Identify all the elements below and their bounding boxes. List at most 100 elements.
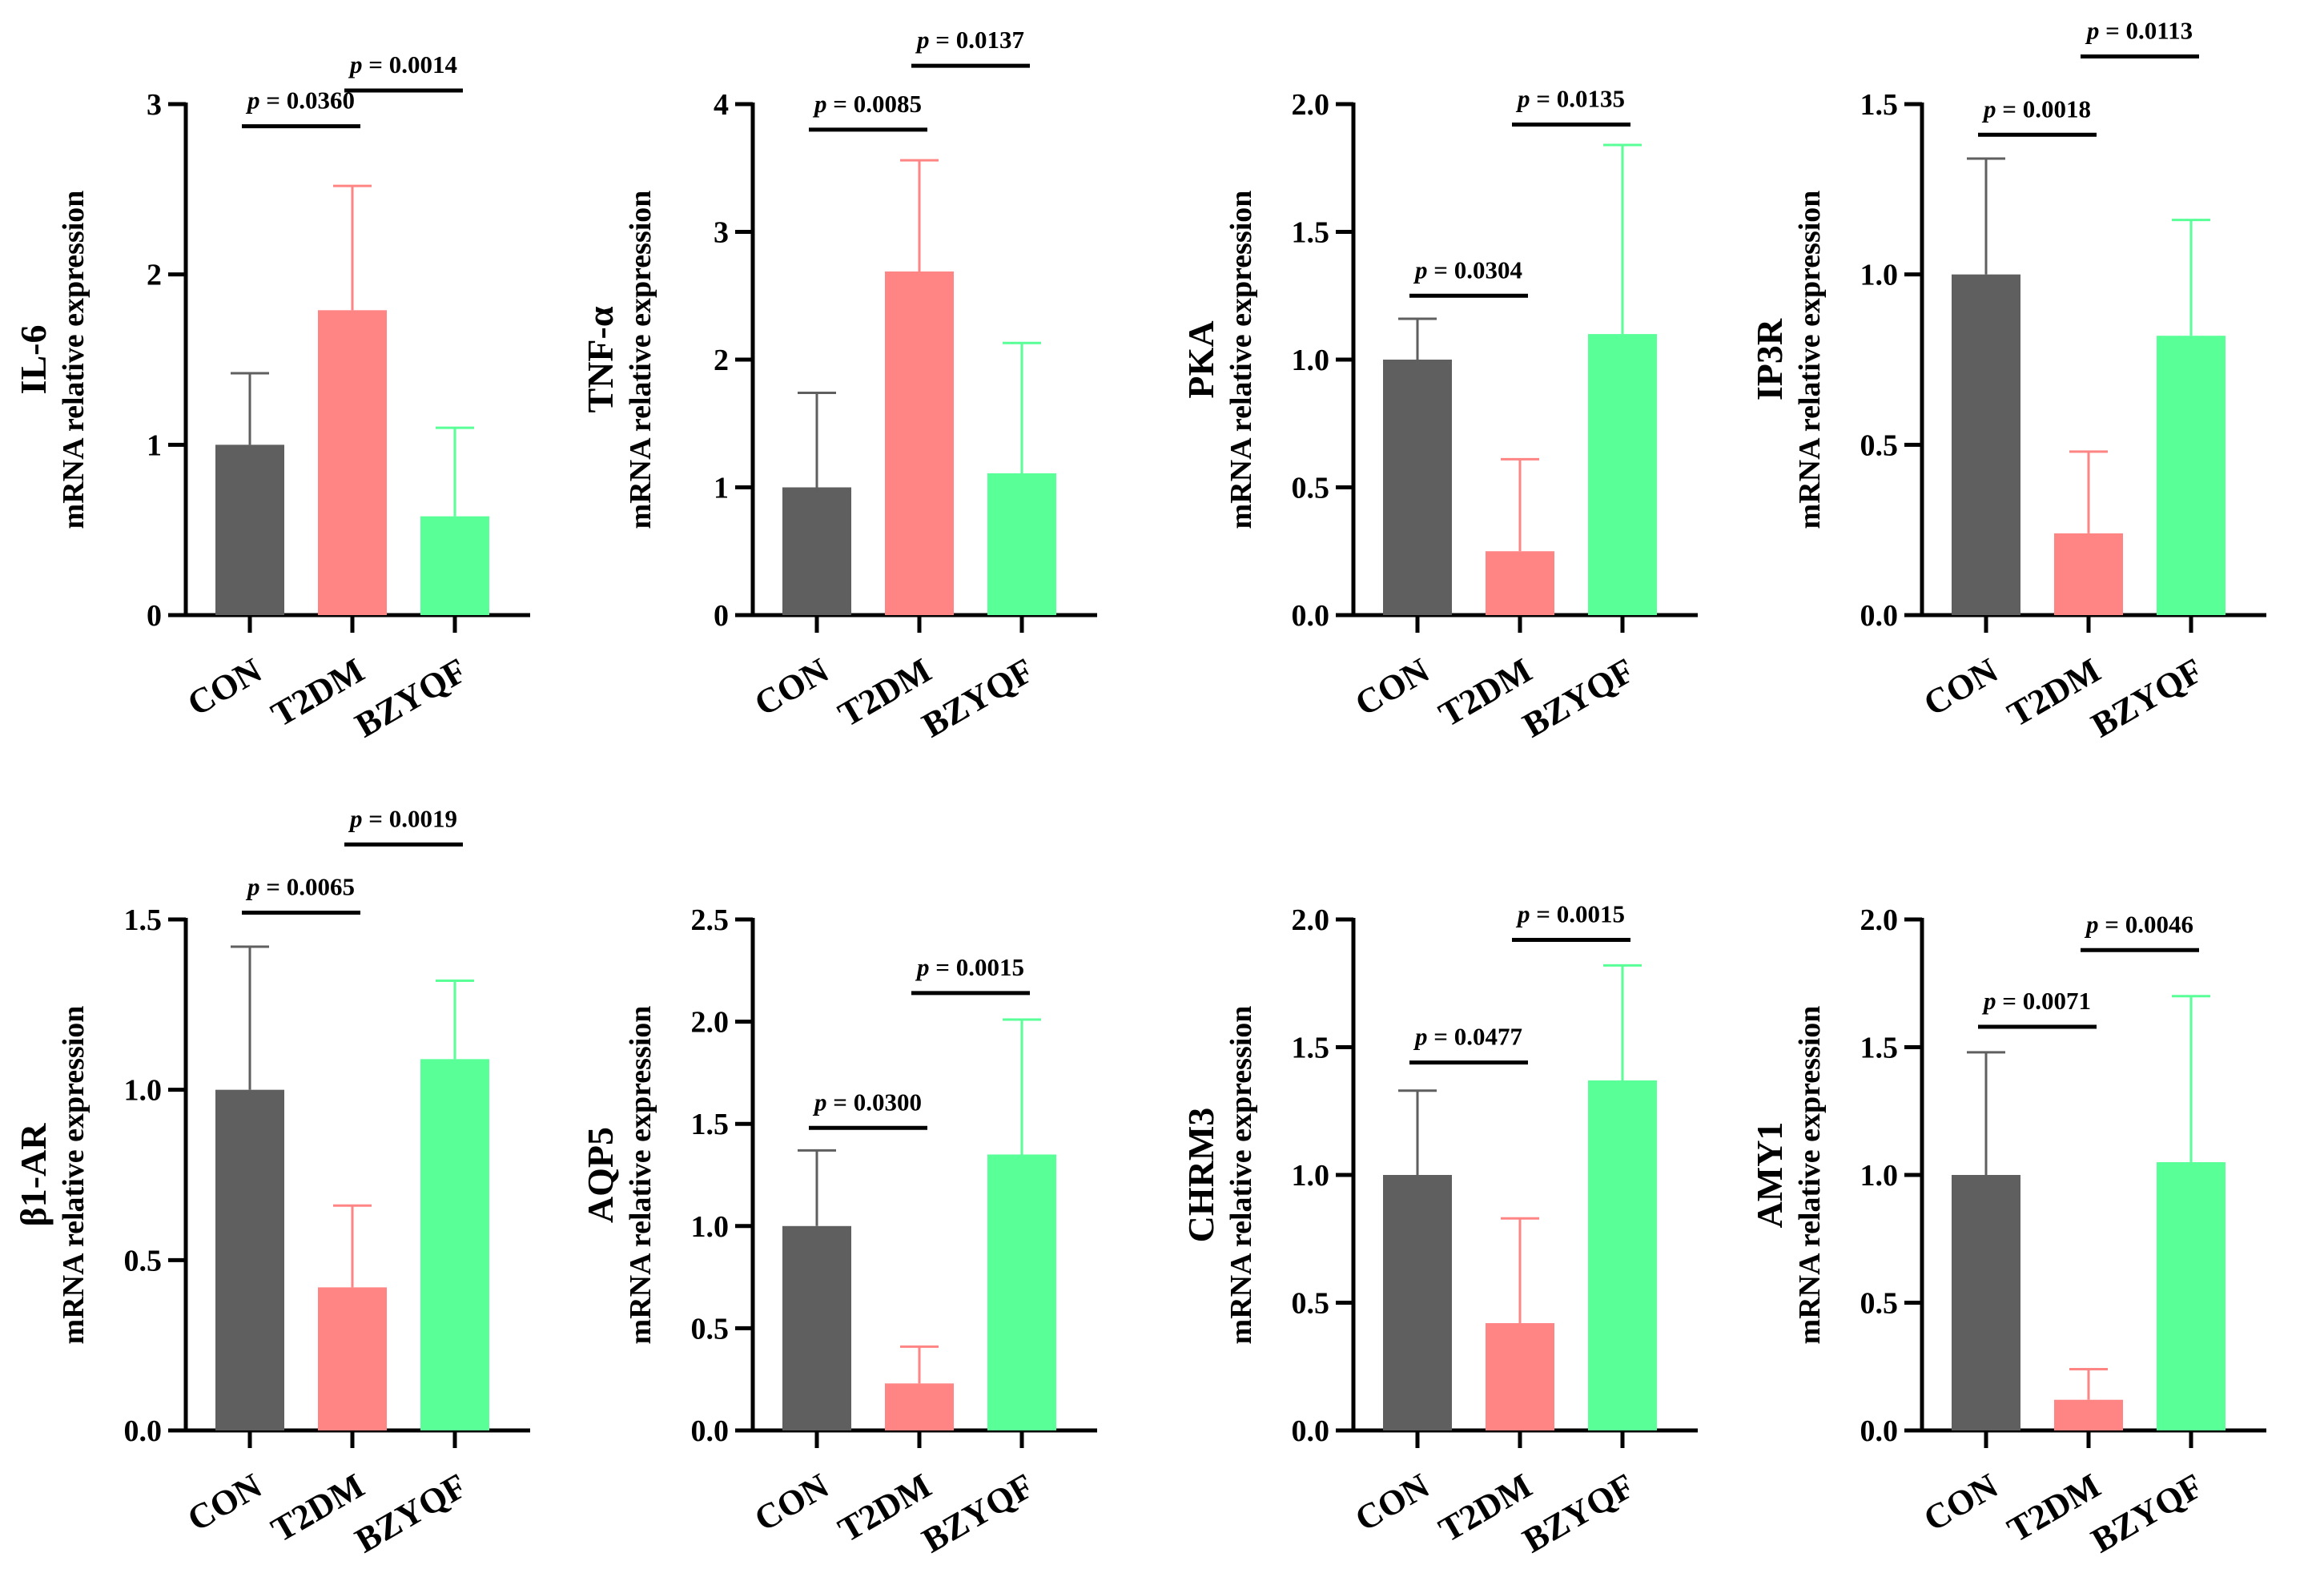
y-tick-label: 0.0 xyxy=(124,1414,163,1448)
y-axis-title: mRNA relative expression xyxy=(624,191,657,529)
p-value: = 0.0065 xyxy=(260,872,355,900)
y-tick-label: 1.0 xyxy=(1292,344,1330,377)
gene-axis-title: PKA xyxy=(1180,320,1221,398)
p-value-label: p = 0.0065 xyxy=(245,872,355,900)
y-tick-label: 0.5 xyxy=(1860,1287,1899,1321)
y-tick-label: 1 xyxy=(714,472,729,505)
bar-con xyxy=(215,1089,284,1430)
p-symbol: p xyxy=(915,953,930,981)
gene-axis-title: β1-AR xyxy=(13,1123,54,1227)
p-symbol: p xyxy=(1981,987,1996,1015)
bar-bzyqf xyxy=(987,1154,1056,1430)
y-tick-label: 2.0 xyxy=(1292,88,1330,122)
p-symbol: p xyxy=(1981,95,1996,123)
p-value: = 0.0019 xyxy=(363,804,457,832)
p-value: = 0.0085 xyxy=(827,90,922,118)
x-category-label: CON xyxy=(1349,650,1436,723)
p-value: = 0.0015 xyxy=(930,953,1024,981)
x-category-label: CON xyxy=(1917,1466,2004,1539)
p-value-label: p = 0.0137 xyxy=(915,26,1024,54)
p-value: = 0.0360 xyxy=(260,86,355,115)
y-tick-label: 1.0 xyxy=(1860,259,1899,292)
gene-axis-title: TNF-α xyxy=(580,306,621,412)
p-value: = 0.0046 xyxy=(2099,910,2193,938)
p-value-label: p = 0.0135 xyxy=(1515,85,1625,113)
bar-t2dm xyxy=(1486,1323,1554,1430)
y-tick-label: 0.0 xyxy=(1292,1414,1330,1448)
p-value: = 0.0014 xyxy=(363,50,457,78)
bar-bzyqf xyxy=(987,473,1056,615)
y-tick-label: 4 xyxy=(714,88,729,122)
y-tick-label: 1.5 xyxy=(124,903,163,937)
p-value-label: p = 0.0019 xyxy=(348,804,457,832)
y-axis-title: mRNA relative expression xyxy=(624,1006,657,1345)
y-tick-label: 0.5 xyxy=(1860,428,1899,462)
p-value-label: p = 0.0018 xyxy=(1981,95,2091,123)
p-value-label: p = 0.0046 xyxy=(2084,910,2193,938)
p-symbol: p xyxy=(812,90,827,118)
x-category-label: CON xyxy=(181,650,268,723)
p-symbol: p xyxy=(245,872,260,900)
p-symbol: p xyxy=(915,26,930,54)
y-tick-label: 0.5 xyxy=(691,1312,730,1346)
p-value-label: p = 0.0085 xyxy=(812,90,922,118)
bar-bzyqf xyxy=(2157,336,2225,615)
x-category-label: BZYQF xyxy=(348,650,473,745)
p-symbol: p xyxy=(1413,255,1428,284)
p-value: = 0.0113 xyxy=(2099,16,2193,44)
x-category-label: CON xyxy=(181,1466,268,1539)
bar-t2dm xyxy=(1486,551,1554,615)
y-axis-title: mRNA relative expression xyxy=(1224,1006,1258,1345)
y-tick-label: 3 xyxy=(147,88,162,122)
bar-bzyqf xyxy=(1588,1080,1657,1430)
y-tick-label: 0.0 xyxy=(691,1414,730,1448)
y-tick-label: 1.0 xyxy=(1292,1159,1330,1193)
bar-con xyxy=(1383,360,1452,615)
bar-t2dm xyxy=(2054,533,2123,615)
p-value-label: p = 0.0014 xyxy=(348,50,457,78)
p-value-label: p = 0.0360 xyxy=(245,86,355,115)
y-tick-label: 1.0 xyxy=(691,1210,730,1244)
p-value: = 0.0137 xyxy=(930,26,1024,54)
y-tick-label: 0 xyxy=(714,599,729,633)
x-category-label: BZYQF xyxy=(2085,650,2209,745)
bar-con xyxy=(782,487,851,615)
y-tick-label: 2.0 xyxy=(1292,903,1330,937)
bar-bzyqf xyxy=(420,1059,489,1430)
bar-t2dm xyxy=(885,1383,954,1430)
bar-bzyqf xyxy=(1588,334,1657,615)
x-category-label: BZYQF xyxy=(1516,650,1641,745)
y-tick-label: 2.0 xyxy=(691,1006,730,1040)
x-category-label: BZYQF xyxy=(1516,1466,1641,1560)
y-tick-label: 0.0 xyxy=(1292,599,1330,633)
y-axis-title: mRNA relative expression xyxy=(1793,1006,1827,1345)
x-category-label: BZYQF xyxy=(2085,1466,2209,1560)
p-value-label: p = 0.0015 xyxy=(915,953,1024,981)
bar-t2dm xyxy=(2054,1399,2123,1430)
bar-bzyqf xyxy=(420,516,489,615)
gene-axis-title: AMY1 xyxy=(1749,1122,1790,1229)
y-tick-label: 1.5 xyxy=(1292,216,1330,250)
p-value-label: p = 0.0113 xyxy=(2085,16,2193,44)
bar-con xyxy=(1952,1175,2020,1430)
p-value-label: p = 0.0300 xyxy=(812,1088,922,1116)
p-value: = 0.0477 xyxy=(1428,1023,1522,1051)
y-tick-label: 2 xyxy=(147,259,162,292)
y-tick-label: 1.0 xyxy=(124,1074,163,1108)
y-tick-label: 1.5 xyxy=(1860,1032,1899,1065)
y-axis-title: mRNA relative expression xyxy=(57,191,90,529)
y-tick-label: 0 xyxy=(147,599,162,633)
y-tick-label: 2.0 xyxy=(1860,903,1899,937)
y-tick-label: 1 xyxy=(147,428,162,462)
p-value: = 0.0015 xyxy=(1530,900,1625,928)
p-value: = 0.0304 xyxy=(1428,255,1522,284)
y-tick-label: 1.5 xyxy=(1292,1032,1330,1065)
bar-bzyqf xyxy=(2157,1162,2225,1430)
bar-t2dm xyxy=(318,310,387,615)
gene-axis-title: IP3R xyxy=(1749,318,1790,400)
